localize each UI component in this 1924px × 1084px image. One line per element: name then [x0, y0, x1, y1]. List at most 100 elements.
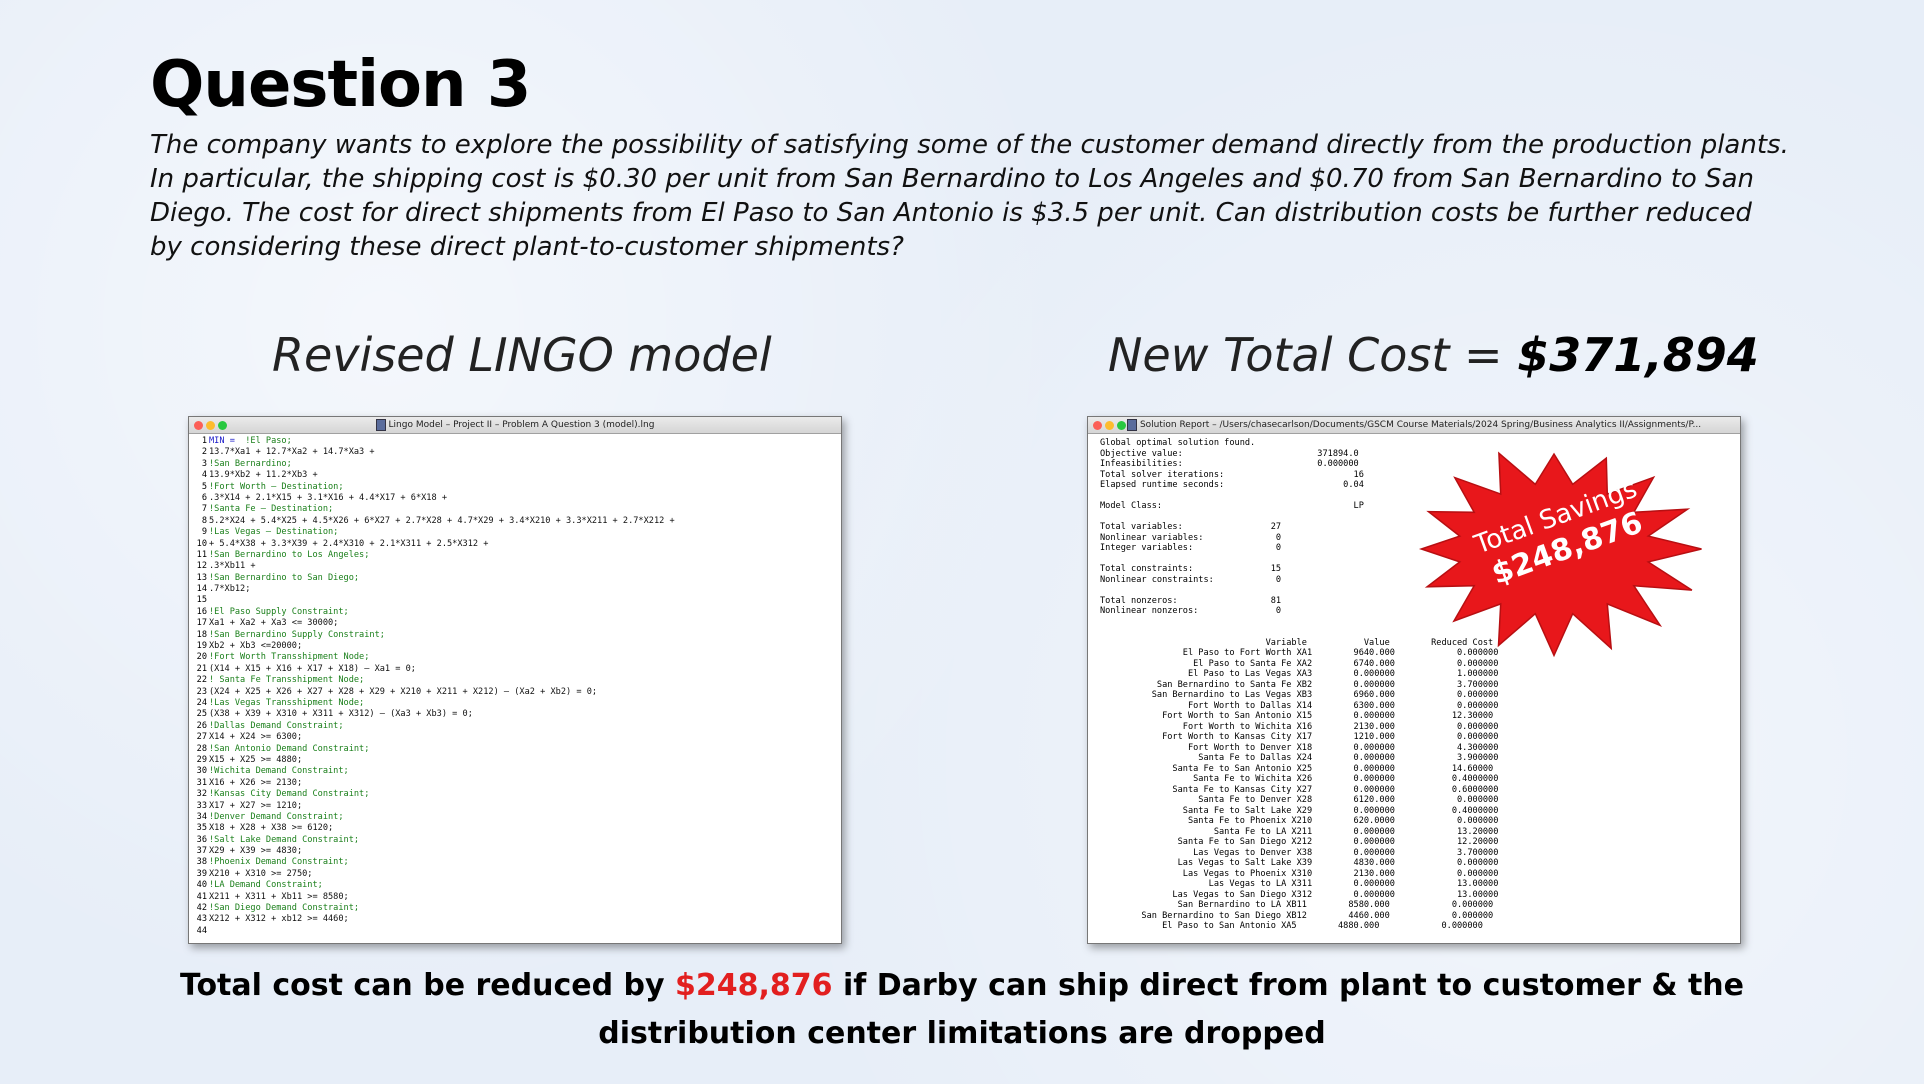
line-number: 29: [196, 754, 207, 765]
code-line: 30 !Wichita Demand Constraint;: [193, 766, 841, 777]
report-variable-row: El Paso to Santa Fe XA2 6740.000 0.00000…: [1100, 658, 1499, 669]
line-number: 9: [201, 527, 207, 538]
close-button[interactable]: [1093, 421, 1102, 430]
code-text: !Fort Worth – Destination;: [209, 481, 344, 492]
code-line: 41 X211 + X311 + Xb11 >= 8580;: [193, 892, 841, 903]
code-text: !Las Vegas – Destination;: [209, 527, 339, 538]
code-text: !San Bernardino to Los Angeles;: [209, 549, 370, 560]
solution-titlebar[interactable]: Solution Report – /Users/chasecarlson/Do…: [1088, 417, 1740, 434]
code-line: 44: [193, 926, 841, 937]
zoom-button[interactable]: [1117, 421, 1126, 430]
code-text: !San Diego Demand Constraint;: [209, 903, 360, 914]
report-header-line: Total nonzeros: 81: [1100, 595, 1282, 606]
right-heading: New Total Cost = $371,894: [1108, 328, 1759, 382]
code-line: 42 !San Diego Demand Constraint;: [193, 903, 841, 914]
line-number: 11: [196, 549, 207, 560]
code-text: !Fort Worth Transshipment Node;: [209, 652, 370, 663]
comment-text: !El Paso;: [245, 436, 292, 446]
code-text: ! Santa Fe Transshipment Node;: [209, 675, 365, 686]
code-line: 14.7*Xb12;: [193, 584, 841, 595]
code-text: !San Bernardino;: [209, 458, 292, 469]
line-number: 13: [196, 572, 207, 583]
code-text: X16 + X26 >= 2130;: [209, 777, 303, 788]
code-text: X210 + X310 >= 2750;: [209, 868, 313, 879]
line-number: 39: [196, 868, 207, 879]
line-number: 19: [196, 641, 207, 652]
code-text: X17 + X27 >= 1210;: [209, 800, 303, 811]
code-line: 38 !Phoenix Demand Constraint;: [193, 857, 841, 868]
line-number: 14: [196, 584, 207, 595]
line-number: 28: [196, 743, 207, 754]
minimize-button[interactable]: [206, 421, 215, 430]
close-button[interactable]: [194, 421, 203, 430]
zoom-button[interactable]: [218, 421, 227, 430]
line-number: 31: [196, 777, 207, 788]
code-line: 32 !Kansas City Demand Constraint;: [193, 789, 841, 800]
code-line: 34 !Denver Demand Constraint;: [193, 812, 841, 823]
code-line: 12.3*Xb11 +: [193, 561, 841, 572]
line-number: 44: [196, 925, 207, 936]
code-text: 13.7*Xa1 + 12.7*Xa2 + 14.7*Xa3 +: [209, 447, 375, 458]
line-number: 38: [196, 857, 207, 868]
code-text: !San Bernardino to San Diego;: [209, 572, 360, 583]
line-number: 34: [196, 811, 207, 822]
report-variable-row: Fort Worth to San Antonio X15 0.000000 1…: [1100, 711, 1494, 721]
report-header-line: Total solver iterations: 16: [1100, 469, 1364, 480]
document-icon: [1126, 418, 1137, 431]
line-number: 32: [196, 789, 207, 800]
report-variable-row: Santa Fe to San Antonio X25 0.000000 14.…: [1100, 763, 1494, 774]
code-line: 5 !Fort Worth – Destination;: [193, 482, 841, 493]
code-text: MIN = !El Paso;: [209, 436, 292, 446]
right-heading-prefix: New Total Cost =: [1108, 328, 1518, 382]
lingo-titlebar[interactable]: Lingo Model – Project II – Problem A Que…: [189, 417, 841, 434]
report-variable-row: San Bernardino to San Diego XB12 4460.00…: [1100, 910, 1494, 921]
code-line: 16 !El Paso Supply Constraint;: [193, 607, 841, 618]
report-variable-row: Santa Fe to Phoenix X210 620.0000 0.0000…: [1100, 816, 1499, 826]
line-number: 22: [196, 675, 207, 686]
code-line: 15: [193, 595, 841, 606]
solution-report-text[interactable]: Global optimal solution found. Objective …: [1088, 434, 1740, 932]
report-variable-row: El Paso to Las Vegas XA3 0.000000 1.0000…: [1100, 669, 1499, 679]
code-text: .3*Xb11 +: [209, 561, 256, 572]
code-line: 4 13.9*Xb2 + 11.2*Xb3 +: [193, 470, 841, 481]
report-header-line: Objective value: 371894.0: [1100, 448, 1359, 459]
line-number: 21: [196, 663, 207, 674]
minimize-button[interactable]: [1105, 421, 1114, 430]
line-number: 17: [196, 618, 207, 629]
question-text: The company wants to explore the possibi…: [150, 130, 1789, 262]
window-controls: [194, 420, 230, 433]
report-variable-row: Santa Fe to Salt Lake X29 0.000000 0.400…: [1100, 805, 1499, 816]
code-text: !Denver Demand Constraint;: [209, 811, 344, 822]
report-header-line: Total variables: 27: [1100, 522, 1282, 532]
report-variable-row: Fort Worth to Dallas X14 6300.000 0.0000…: [1100, 700, 1499, 711]
report-header-line: Nonlinear nonzeros: 0: [1100, 606, 1282, 616]
line-number: 40: [196, 880, 207, 891]
code-line: 26 !Dallas Demand Constraint;: [193, 721, 841, 732]
line-number: 5: [201, 481, 207, 492]
code-text: !Phoenix Demand Constraint;: [209, 857, 349, 868]
code-text: !El Paso Supply Constraint;: [209, 606, 349, 617]
report-variable-row: Las Vegas to Denver X38 0.000000 3.70000…: [1100, 847, 1499, 858]
code-text: + 5.4*X38 + 3.3*X39 + 2.4*X310 + 2.1*X31…: [209, 538, 489, 549]
report-variable-row: Santa Fe to Wichita X26 0.000000 0.40000…: [1100, 774, 1499, 784]
code-line: 3 !San Bernardino;: [193, 459, 841, 470]
line-number: 15: [196, 595, 207, 606]
document-icon: [375, 418, 386, 431]
conclusion-suffix: if Darby can ship direct from plant to c…: [598, 968, 1745, 1051]
conclusion-text: Total cost can be reduced by $248,876 if…: [150, 962, 1774, 1058]
line-number: 10: [196, 538, 207, 549]
code-line: 13 !San Bernardino to San Diego;: [193, 573, 841, 584]
code-text: !Dallas Demand Constraint;: [209, 720, 344, 731]
total-cost-value: $371,894: [1517, 328, 1759, 382]
slide-title: Question 3: [150, 48, 531, 122]
lingo-model-window[interactable]: Lingo Model – Project II – Problem A Que…: [188, 416, 842, 944]
line-number: 20: [196, 652, 207, 663]
report-variable-row: Santa Fe to Kansas City X27 0.000000 0.6…: [1100, 784, 1499, 795]
report-variable-row: Las Vegas to San Diego X312 0.000000 13.…: [1100, 889, 1499, 900]
conclusion-prefix: Total cost can be reduced by: [179, 968, 675, 1003]
report-variable-row: Santa Fe to San Diego X212 0.000000 12.2…: [1100, 837, 1499, 847]
report-variable-row: Fort Worth to Kansas City X17 1210.000 0…: [1100, 732, 1499, 742]
line-number: 26: [196, 720, 207, 731]
code-line: 25 (X38 + X39 + X310 + X311 + X312) – (Xa…: [193, 709, 841, 720]
lingo-code-editor[interactable]: 1 MIN = !El Paso; 2 13.7*Xa1 + 12.7*Xa2 + 1…: [189, 434, 841, 937]
